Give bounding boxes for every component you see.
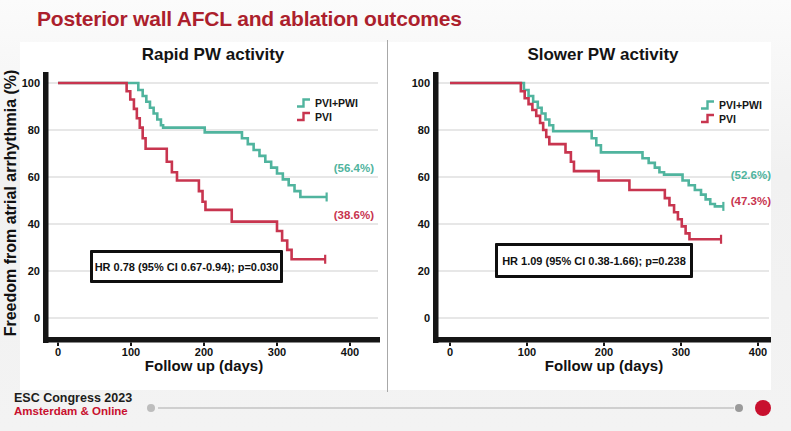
legend-label: PVI [719,113,736,125]
y-tick-label: 0 [34,312,40,324]
footer-congress-name: ESC Congress 2023 [14,391,132,405]
km-curve-pvi+pwi [450,83,723,206]
timeline-red-dot [755,400,771,416]
footer: ESC Congress 2023 Amsterdam & Online [0,388,791,431]
km-curve-pvi [58,83,325,259]
legend-label: PVI+PWI [719,99,762,111]
x-axis-bar [433,337,771,343]
km-chart-rapid: 0204060801000100200300400(56.4%)PVI+PWI(… [20,66,387,366]
y-axis-bar [43,72,49,343]
panel-divider-line [387,40,388,392]
legend-step-icon [297,100,310,107]
legend-label: PVI [315,111,332,123]
footer-timeline-line [158,407,734,409]
timeline-start-dot [147,404,155,412]
y-tick-label: 80 [418,124,430,136]
legend-step-icon [701,115,714,122]
x-axis-bar [43,337,380,343]
x-tick-label: 0 [447,346,453,358]
slide-title: Posterior wall AFCL and ablation outcome… [37,7,757,31]
y-tick-label: 60 [28,171,40,183]
y-tick-label: 40 [418,218,430,230]
survival-pct-label: (52.6%) [731,169,771,181]
x-tick-label: 400 [749,346,767,358]
x-axis-title-rapid: Follow up (days) [94,357,314,374]
y-tick-label: 80 [28,124,40,136]
chart-title-rapid: Rapid PW activity [48,45,378,65]
y-axis-bar [433,72,439,343]
chart-title-slower: Slower PW activity [438,45,768,65]
km-chart-slower: 0204060801000100200300400(52.6%)PVI+PWI(… [400,66,771,366]
km-curve-pvi [450,83,721,239]
y-tick-label: 100 [412,77,430,89]
survival-pct-label: (38.6%) [334,209,374,221]
y-tick-label: 60 [418,171,430,183]
y-tick-label: 100 [22,77,40,89]
y-axis-title: Freedom from atrial arrhythmia (%) [2,70,20,337]
y-tick-label: 20 [418,265,430,277]
survival-pct-label: (56.4%) [334,162,374,174]
legend-step-icon [701,102,714,109]
hr-annotation-box-rapid: HR 0.78 (95% CI 0.67-0.94); p=0.030 [90,250,283,283]
legend-step-icon [297,113,310,120]
y-tick-label: 0 [424,312,430,324]
survival-pct-label: (47.3%) [731,195,771,207]
x-tick-label: 400 [341,346,359,358]
y-tick-label: 20 [28,265,40,277]
x-tick-label: 0 [55,346,61,358]
x-axis-title-slower: Follow up (days) [494,357,714,374]
footer-location: Amsterdam & Online [14,405,128,417]
y-tick-label: 40 [28,218,40,230]
hr-annotation-box-slower: HR 1.09 (95% CI 0.38-1.66); p=0.238 [495,243,693,278]
legend-label: PVI+PWI [315,97,358,109]
timeline-gray-dot [735,404,743,412]
